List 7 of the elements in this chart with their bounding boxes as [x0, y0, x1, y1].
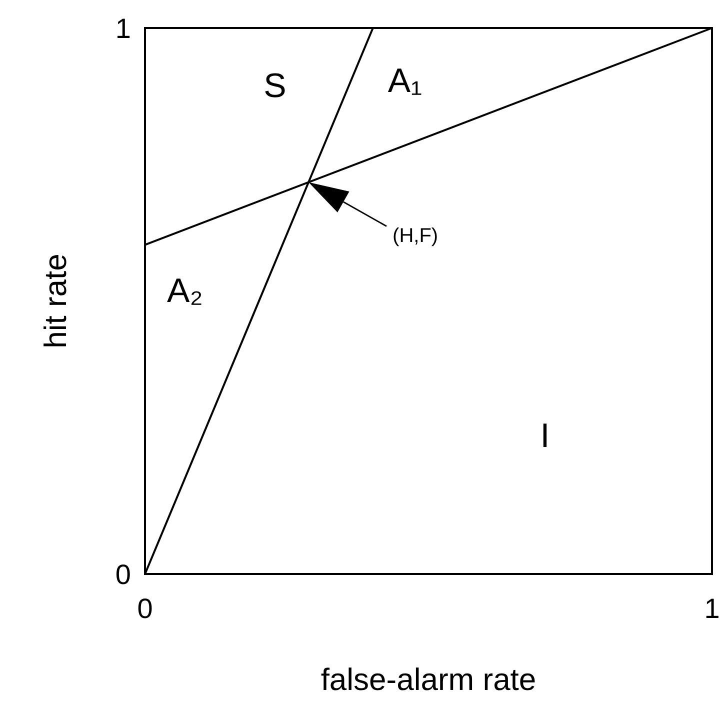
annotation: A₁ — [388, 62, 422, 100]
annotation: S — [264, 66, 286, 105]
annotation: A₂ — [167, 272, 203, 310]
annotation: I — [540, 416, 550, 455]
x-axis-title: false-alarm rate — [320, 662, 536, 697]
annotation: (H,F) — [392, 225, 438, 248]
y-axis-title: hit rate — [38, 254, 73, 348]
